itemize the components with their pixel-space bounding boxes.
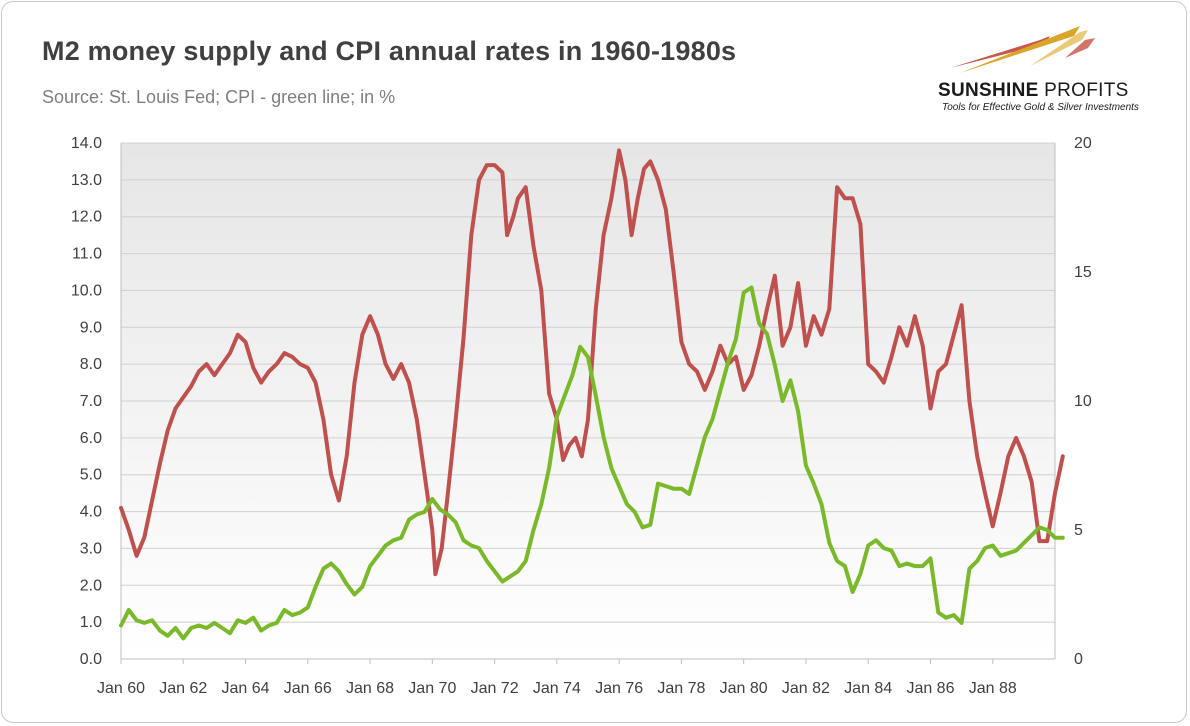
chart-subtitle: Source: St. Louis Fed; CPI - green line;… <box>42 87 396 107</box>
logo-arrows-icon <box>950 26 1095 73</box>
series-lines <box>119 148 1065 641</box>
x-tick-label: Jan 62 <box>159 680 207 697</box>
y-axis-right: 0 5 10 15 20 <box>1054 135 1092 668</box>
y-right-tick-label: 0 <box>1074 651 1083 668</box>
y-left-tick-label: 12.0 <box>71 209 102 226</box>
y-left-tick-label: 6.0 <box>80 430 102 447</box>
cpi-series-line <box>119 285 1065 641</box>
x-tick-label: Jan 64 <box>222 680 270 697</box>
x-tick-label: Jan 70 <box>408 680 456 697</box>
x-tick-label: Jan 84 <box>844 680 892 697</box>
x-axis: Jan 60 Jan 62 Jan 64 Jan 66 Jan 68 Jan 70 Jan … <box>97 658 1055 697</box>
x-tick-label: Jan 74 <box>533 680 581 697</box>
y-left-tick-label: 4.0 <box>80 504 102 521</box>
y-left-tick-label: 9.0 <box>80 319 102 336</box>
y-left-tick-label: 5.0 <box>80 467 102 484</box>
x-tick-label: Jan 78 <box>657 680 705 697</box>
x-tick-label: Jan 82 <box>782 680 830 697</box>
y-right-tick-label: 10 <box>1074 393 1092 410</box>
y-left-tick-label: 7.0 <box>80 393 102 410</box>
y-left-tick-label: 0.0 <box>80 651 102 668</box>
x-tick-label: Jan 76 <box>595 680 643 697</box>
y-left-tick-label: 8.0 <box>80 356 102 373</box>
y-left-tick-label: 11.0 <box>72 246 102 263</box>
y-left-tick-label: 2.0 <box>80 577 102 594</box>
y-left-tick-label: 10.0 <box>71 282 102 299</box>
x-tick-label: Jan 60 <box>97 680 145 697</box>
y-right-tick-label: 15 <box>1074 264 1092 281</box>
x-tick-label: Jan 80 <box>720 680 768 697</box>
chart-title: M2 money supply and CPI annual rates in … <box>42 36 737 66</box>
grid-lines <box>121 142 1055 623</box>
x-tick-label: Jan 88 <box>969 680 1017 697</box>
y-right-tick-label: 5 <box>1074 522 1083 539</box>
x-tick-label: Jan 68 <box>346 680 394 697</box>
x-tick-label: Jan 86 <box>906 680 954 697</box>
y-axis-left: 0.0 1.0 2.0 3.0 4.0 5.0 6.0 7.0 8.0 9.0 10.0 11.0 12… <box>71 135 122 668</box>
y-right-tick-label: 20 <box>1074 135 1092 152</box>
y-left-tick-label: 14.0 <box>71 135 102 152</box>
y-left-tick-label: 1.0 <box>80 614 102 631</box>
x-tick-label: Jan 66 <box>284 680 332 697</box>
m2-series-line <box>119 148 1065 577</box>
y-left-tick-label: 3.0 <box>80 540 102 557</box>
x-tick-label: Jan 72 <box>471 680 519 697</box>
logo-tagline: Tools for Effective Gold & Silver Invest… <box>942 102 1139 113</box>
y-left-tick-label: 13.0 <box>71 172 102 189</box>
logo-name: SUNSHINE PROFITS <box>938 80 1129 101</box>
